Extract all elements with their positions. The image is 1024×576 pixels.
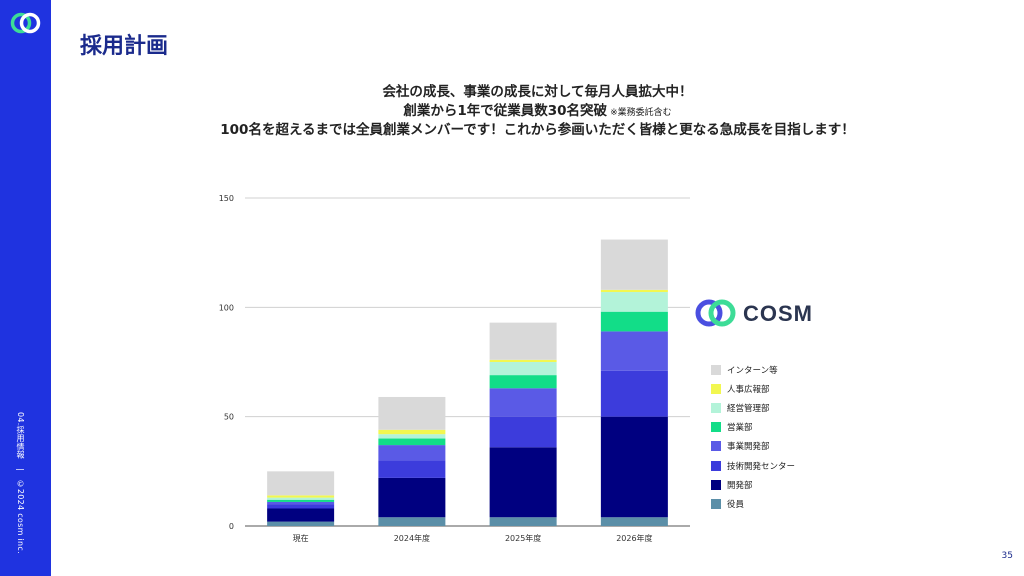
legend-label: 事業開発部	[727, 442, 770, 453]
bar-segment	[600, 311, 668, 332]
headline-employees-text: 創業から1年で従業員数30名突破	[403, 103, 608, 119]
legend-item: 技術開発センター	[711, 456, 795, 475]
bar-segment	[267, 495, 335, 498]
bar-segment	[378, 460, 446, 478]
chart-legend: インターン等 人事広報部経営管理部営業部事業開発部技術開発センター 開発部役員	[711, 360, 795, 514]
legend-swatch	[711, 422, 721, 433]
legend-swatch	[711, 402, 721, 413]
bar-segment	[267, 504, 335, 509]
bar-segment	[489, 416, 557, 448]
bar-segment	[378, 445, 446, 461]
legend-swatch	[711, 479, 721, 490]
bar-segment	[600, 331, 668, 371]
sidebar: 04.採用情報 | ©2024 cosm inc.	[0, 0, 51, 576]
legend-item: 開発部	[711, 475, 795, 494]
bar-segment	[600, 370, 668, 417]
x-tick-label: 2025年度	[505, 533, 541, 543]
legend-item: 営業部	[711, 418, 795, 437]
cosm-logo-icon	[695, 299, 736, 327]
bar-segment	[489, 362, 557, 376]
legend-swatch	[711, 498, 721, 509]
legend-item: 役員	[711, 494, 795, 513]
legend-label: 役員	[727, 499, 745, 510]
legend-swatch	[711, 441, 721, 452]
bar-segment	[600, 292, 668, 312]
page-number: 35	[1001, 551, 1013, 561]
hiring-plan-chart: 0 50 100 150 現在 2024年度 2025年度 2026年度	[200, 180, 700, 560]
footer-section: 04.採用情報	[16, 412, 25, 459]
bar-segment	[489, 388, 557, 417]
y-tick-label: 150	[219, 194, 234, 203]
footer-copyright: ©2024 cosm inc.	[16, 479, 25, 554]
legend-label: 経営管理部	[727, 403, 770, 414]
y-tick-label: 0	[229, 522, 234, 531]
x-tick-label: 2026年度	[616, 533, 652, 543]
legend-item: 経営管理部	[711, 398, 795, 417]
x-tick-label: 現在	[293, 533, 309, 543]
headline-employees-note: ※業務委託含む	[610, 108, 672, 118]
page-title: 採用計画	[80, 34, 169, 59]
headline-employees: 創業から1年で従業員数30名突破 ※業務委託含む	[51, 99, 1024, 119]
bar-segment	[600, 517, 668, 526]
bar-segment	[600, 289, 668, 293]
legend-item: 人事広報部	[711, 379, 795, 398]
x-tick-label: 2024年度	[394, 533, 430, 543]
bar-segment	[378, 477, 446, 518]
bar-segment	[378, 396, 446, 430]
bar-segment	[489, 359, 557, 362]
bar-segment	[600, 416, 668, 518]
legend-swatch	[711, 364, 721, 375]
bar-segment	[267, 508, 335, 522]
brand-lockup: COSM	[695, 297, 825, 331]
legend-label: 営業部	[727, 423, 753, 434]
legend-swatch	[711, 383, 721, 394]
legend-label: インターン等	[727, 365, 778, 376]
bar-segment	[267, 497, 335, 500]
cosm-logo-icon	[10, 12, 41, 34]
bar-segment	[267, 499, 335, 502]
legend-label: 技術開発センター	[727, 461, 796, 472]
bar-segment	[489, 322, 557, 360]
y-tick-label: 50	[224, 413, 234, 422]
headline-founding-members: 100名を超えるまでは全員創業メンバーです！これから参画いただく皆様と更なる急成…	[220, 122, 855, 138]
legend-label: 人事広報部	[727, 384, 770, 395]
bar-segment	[267, 521, 335, 526]
legend-item: インターン等	[711, 360, 795, 379]
footer-separator: |	[16, 467, 25, 471]
bar-segment	[267, 501, 335, 505]
legend-swatch	[711, 460, 721, 471]
bar-segment	[489, 447, 557, 518]
bar-segment	[378, 429, 446, 435]
bar-segment	[378, 438, 446, 446]
bar-segment	[378, 434, 446, 439]
y-tick-label: 100	[219, 303, 234, 312]
headline-growth: 会社の成長、事業の成長に対して毎月人員拡大中！	[382, 84, 693, 100]
bar-segment	[600, 239, 668, 290]
legend-item: 事業開発部	[711, 437, 795, 456]
bar-segment	[489, 517, 557, 526]
bar-segment	[489, 375, 557, 389]
legend-label: 開発部	[727, 480, 753, 491]
bar-segment	[267, 471, 335, 496]
brand-name: COSM	[743, 301, 813, 326]
bar-segment	[378, 517, 446, 526]
sidebar-footer: 04.採用情報 | ©2024 cosm inc.	[15, 412, 26, 554]
stacked-bar-chart-svg: 0 50 100 150 現在 2024年度 2025年度 2026年度	[219, 194, 690, 543]
